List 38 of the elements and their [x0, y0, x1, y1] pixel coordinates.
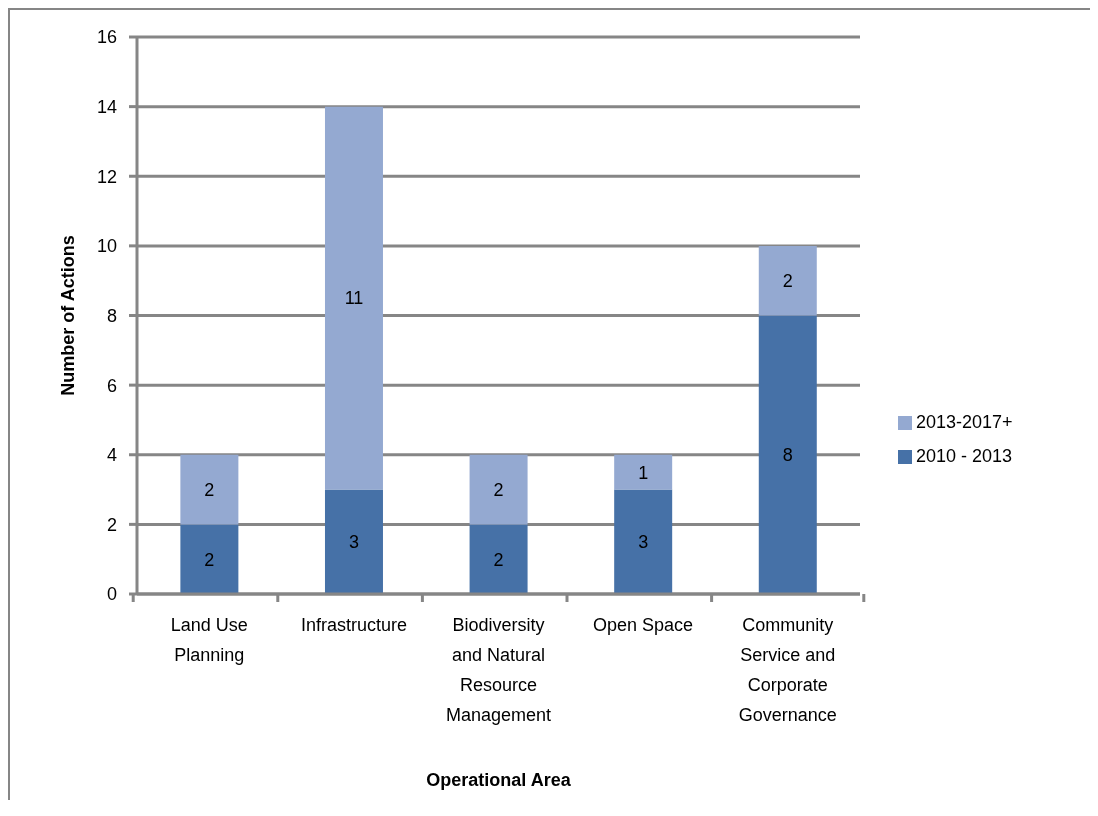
- y-tick-label: 16: [96, 27, 117, 48]
- y-tick-label: 6: [106, 375, 117, 396]
- x-tick-label: Biodiversity and Natural Resource Management: [445, 614, 552, 725]
- bar: [180, 454, 239, 525]
- x-axis-title: Operational Area: [426, 770, 572, 790]
- y-tick-label: 0: [106, 584, 117, 605]
- data-label: 2: [493, 479, 504, 500]
- y-tick-label: 2: [106, 514, 117, 535]
- bar: [180, 524, 239, 594]
- data-label: 8: [782, 445, 793, 466]
- data-label: 2: [493, 549, 504, 570]
- bar: [758, 315, 817, 594]
- y-axis-title: Number of Actions: [58, 235, 78, 396]
- data-label: 2: [204, 549, 215, 570]
- data-label: 3: [348, 532, 359, 553]
- y-tick-label: 14: [96, 97, 117, 118]
- legend-label: 2013-2017+: [916, 412, 1013, 432]
- y-tick-label: 4: [106, 445, 117, 466]
- bar: [614, 454, 673, 490]
- data-label: 2: [782, 271, 793, 292]
- x-tick-label: Community Service and Corporate Governance: [738, 614, 837, 725]
- legend-label: 2010 - 2013: [916, 446, 1013, 466]
- x-tick-label: Infrastructure: [300, 614, 407, 635]
- y-tick-label: 8: [106, 305, 117, 326]
- data-label: 1: [638, 462, 649, 483]
- data-label: 3: [638, 532, 649, 553]
- bar: [469, 524, 528, 594]
- data-label: 2: [204, 479, 215, 500]
- bar: [324, 106, 383, 490]
- bar: [324, 489, 383, 594]
- y-tick-label: 10: [96, 236, 117, 257]
- y-tick-label: 12: [96, 166, 117, 187]
- x-tick-label: Open Space: [593, 614, 694, 635]
- bar: [758, 245, 817, 316]
- x-tick-label: Land Use Planning: [170, 614, 248, 665]
- bar: [614, 489, 673, 594]
- bar: [469, 454, 528, 525]
- data-label: 11: [344, 288, 364, 309]
